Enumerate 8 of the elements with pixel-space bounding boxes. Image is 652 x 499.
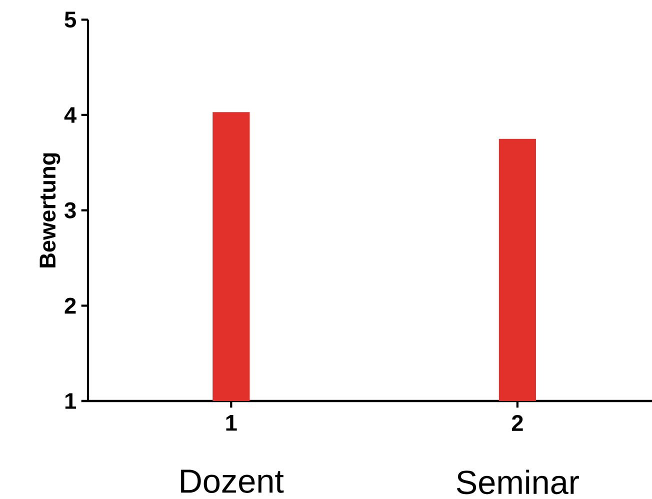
y-tick-label: 4 — [64, 107, 76, 123]
y-tick-label: 2 — [64, 298, 76, 314]
y-axis-title: Bewertung — [40, 153, 60, 268]
y-tick-label: 1 — [65, 393, 76, 409]
y-tick-label: 5 — [64, 12, 76, 28]
text: Seminar — [456, 470, 579, 494]
text: Dozent — [181, 470, 284, 493]
y-tick-label: 3 — [64, 202, 76, 218]
